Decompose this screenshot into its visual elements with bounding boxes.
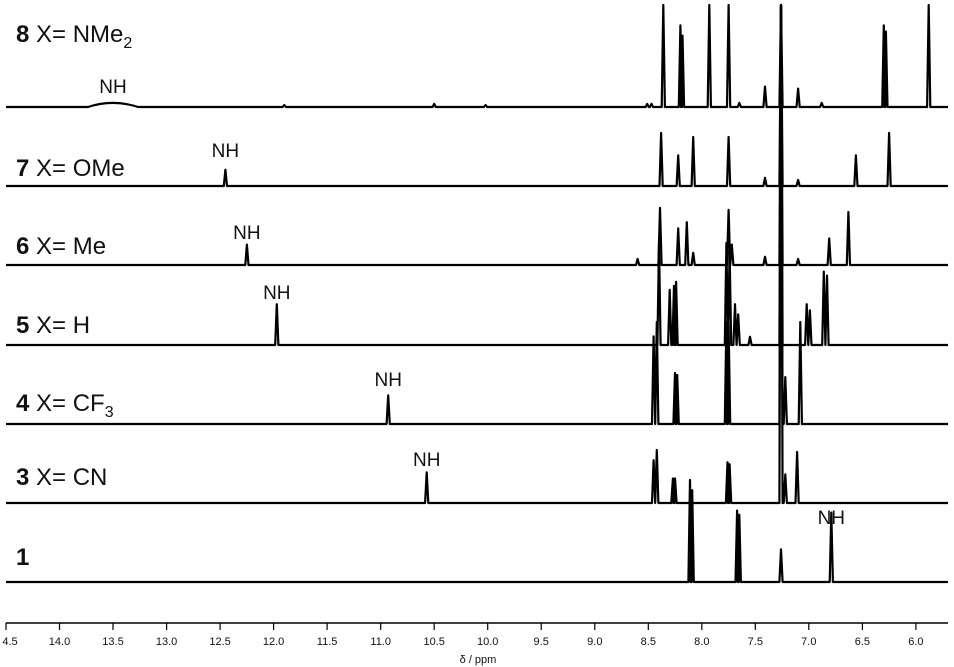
spectrum-label-5: 5 X= H xyxy=(16,312,90,339)
x-tick-label: 8.5 xyxy=(641,636,656,648)
x-tick-label: 7.0 xyxy=(801,636,816,648)
x-tick-label: 12.5 xyxy=(209,636,230,648)
x-tick-label: 13.5 xyxy=(102,636,123,648)
spectrum-label-7: 7 X= OMe xyxy=(16,155,125,182)
x-tick-label: 11.5 xyxy=(317,636,338,648)
nh-label-1: NH xyxy=(818,508,845,529)
x-tick-label: 6.5 xyxy=(855,636,870,648)
x-axis-ticks: 4.5 14.0 13.5 13.0 12.5 12.0 11.5 11.0 10.5 10.0 9… xyxy=(2,623,924,648)
x-tick-label: 14.0 xyxy=(49,636,70,648)
x-tick-label: 10.5 xyxy=(423,636,444,648)
spectra-traces xyxy=(6,3,948,584)
nh-label-4: NH xyxy=(374,370,401,391)
x-tick-label: 9.0 xyxy=(587,636,602,648)
x-tick-label: 13.0 xyxy=(156,636,177,648)
x-axis: 4.5 14.0 13.5 13.0 12.5 12.0 11.5 11.0 10.5 10.0 9… xyxy=(2,622,948,666)
spectrum-label-3: 3 X= CN xyxy=(16,464,107,491)
nh-label-6: NH xyxy=(233,223,260,244)
spectrum-label-8: 8 X= NMe2 xyxy=(16,21,132,52)
spectrum-trace-1 xyxy=(6,478,948,584)
x-tick-label: 10.0 xyxy=(477,636,498,648)
x-tick-label: 7.5 xyxy=(748,636,763,648)
spectrum-trace-5 xyxy=(6,3,948,347)
spectrum-trace-6 xyxy=(6,3,948,267)
spectrum-trace-8 xyxy=(6,3,948,109)
spectrum-trace-4 xyxy=(6,3,948,426)
spectrum-label-4: 4 X= CF3 xyxy=(16,390,114,421)
x-tick-label: 6.0 xyxy=(908,636,923,648)
x-tick-label: 4.5 xyxy=(2,636,17,648)
nh-label-3: NH xyxy=(413,450,440,471)
x-tick-label: 12.0 xyxy=(263,636,284,648)
x-axis-title: δ / ppm xyxy=(460,654,497,666)
nh-label-5: NH xyxy=(263,283,290,304)
nh-labels: NH NH NH NH NH NH NH xyxy=(99,77,845,529)
spectrum-trace-7 xyxy=(6,3,948,188)
x-tick-label: 8.0 xyxy=(694,636,709,648)
x-tick-label: 9.5 xyxy=(534,636,549,648)
spectrum-label-1: 1 xyxy=(16,544,29,571)
spectrum-labels: 8 X= NMe2 7 X= OMe 6 X= Me 5 X= H 4 X= CF3 3 … xyxy=(16,21,132,571)
nh-label-7: NH xyxy=(212,141,239,162)
nh-label-8: NH xyxy=(99,77,126,98)
x-tick-label: 11.0 xyxy=(370,636,391,648)
spectrum-trace-3 xyxy=(6,3,948,505)
spectrum-label-6: 6 X= Me xyxy=(16,233,106,260)
